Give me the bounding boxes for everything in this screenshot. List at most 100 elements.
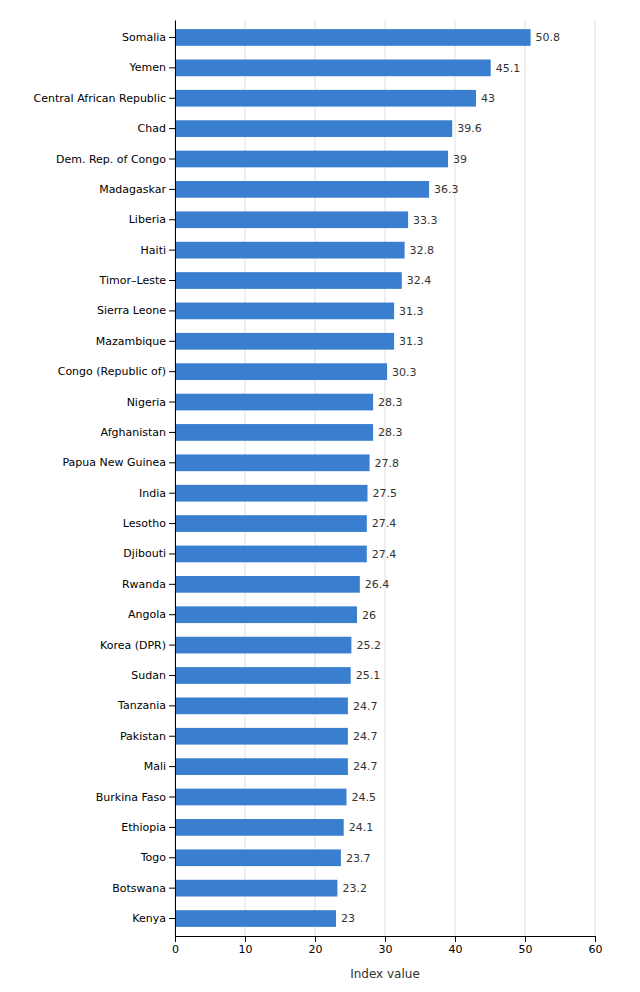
y-tick-mark xyxy=(169,918,175,919)
data-label: 39 xyxy=(453,153,467,166)
y-tick-mark xyxy=(169,493,175,494)
y-tick-label: Afghanistan xyxy=(101,426,167,439)
y-tick-label: Central African Republic xyxy=(34,92,166,105)
bar xyxy=(175,90,476,107)
y-tick: Korea (DPR) xyxy=(100,639,175,652)
data-label: 26.4 xyxy=(365,578,390,591)
bar xyxy=(175,29,531,46)
grid xyxy=(175,20,595,936)
y-tick: Timor–Leste xyxy=(99,274,175,287)
y-tick: Angola xyxy=(128,608,175,621)
bar xyxy=(175,303,394,320)
y-tick: Djibouti xyxy=(123,547,175,560)
x-tick: 20 xyxy=(309,936,323,956)
y-tick-label: Mali xyxy=(144,760,166,773)
data-label: 27.8 xyxy=(375,457,400,470)
bar xyxy=(175,272,402,289)
y-tick-label: Dem. Rep. of Congo xyxy=(56,153,166,166)
x-tick-mark xyxy=(175,936,176,942)
bar xyxy=(175,606,357,623)
data-label: 32.8 xyxy=(410,244,435,257)
bar xyxy=(175,424,373,441)
y-tick-label: Sierra Leone xyxy=(97,304,166,317)
y-tick-label: India xyxy=(139,487,166,500)
data-label: 24.5 xyxy=(352,791,377,804)
y-tick: Afghanistan xyxy=(101,426,175,439)
x-tick-label: 60 xyxy=(589,943,603,956)
y-tick-mark xyxy=(169,584,175,585)
y-tick: Tanzania xyxy=(117,699,175,712)
y-tick: Yemen xyxy=(129,61,175,74)
x-tick: 60 xyxy=(589,936,603,956)
bar xyxy=(175,758,348,775)
x-tick-label: 0 xyxy=(172,943,179,956)
data-label: 30.3 xyxy=(392,366,417,379)
data-label: 31.3 xyxy=(399,335,424,348)
bar xyxy=(175,637,351,654)
x-tick-mark xyxy=(595,936,596,942)
y-tick-mark xyxy=(169,341,175,342)
bar xyxy=(175,576,360,593)
y-tick: India xyxy=(139,487,175,500)
data-label: 26 xyxy=(362,609,376,622)
y-tick-mark xyxy=(169,280,175,281)
data-label: 45.1 xyxy=(496,62,521,75)
x-tick: 30 xyxy=(379,936,393,956)
bar xyxy=(175,363,387,380)
y-tick-mark xyxy=(169,310,175,311)
grid-line xyxy=(525,20,526,936)
y-tick-label: Kenya xyxy=(132,912,166,925)
x-tick-label: 10 xyxy=(239,943,253,956)
y-tick-label: Haiti xyxy=(141,244,166,257)
bar xyxy=(175,394,373,411)
chart: 0102030405060SomaliaYemenCentral African… xyxy=(0,0,640,992)
y-tick-mark xyxy=(169,402,175,403)
bar xyxy=(175,819,344,836)
bars xyxy=(175,29,531,927)
bar xyxy=(175,242,405,259)
y-tick-mark xyxy=(169,189,175,190)
y-tick-mark xyxy=(169,888,175,889)
data-label: 24.7 xyxy=(353,730,378,743)
data-label: 28.3 xyxy=(378,396,403,409)
bar xyxy=(175,120,452,137)
bar xyxy=(175,728,348,745)
y-tick-label: Chad xyxy=(138,122,166,135)
y-tick: Somalia xyxy=(122,31,175,44)
x-tick-mark xyxy=(385,936,386,942)
x-tick: 50 xyxy=(519,936,533,956)
y-tick-mark xyxy=(169,766,175,767)
y-tick: Madagaskar xyxy=(99,183,175,196)
y-tick-label: Pakistan xyxy=(120,730,166,743)
y-tick-mark xyxy=(169,371,175,372)
data-label: 23 xyxy=(341,912,355,925)
data-label: 25.1 xyxy=(356,669,381,682)
y-tick-mark xyxy=(169,523,175,524)
y-tick: Sierra Leone xyxy=(97,304,175,317)
data-label: 50.8 xyxy=(536,31,561,44)
data-labels: 50.845.14339.63936.333.332.832.431.331.3… xyxy=(341,31,560,925)
y-tick: Liberia xyxy=(129,213,175,226)
y-tick: Kenya xyxy=(132,912,175,925)
y-tick-mark xyxy=(169,614,175,615)
bar xyxy=(175,485,368,502)
y-tick: Burkina Faso xyxy=(96,791,175,804)
y-tick-mark xyxy=(169,857,175,858)
bar xyxy=(175,849,341,866)
x-axis-title: Index value xyxy=(350,967,420,981)
y-tick-mark xyxy=(169,250,175,251)
grid-line xyxy=(595,20,596,936)
x-tick: 0 xyxy=(172,936,179,956)
y-tick-mark xyxy=(169,67,175,68)
bar xyxy=(175,880,337,897)
data-label: 43 xyxy=(481,92,495,105)
bar xyxy=(175,546,367,563)
y-tick-mark xyxy=(169,827,175,828)
bar xyxy=(175,151,448,168)
y-tick-label: Nigeria xyxy=(127,396,166,409)
y-tick-mark xyxy=(169,675,175,676)
x-axis: 0102030405060 xyxy=(172,936,603,956)
y-tick-mark xyxy=(169,37,175,38)
data-label: 27.4 xyxy=(372,517,397,530)
data-label: 32.4 xyxy=(407,274,432,287)
